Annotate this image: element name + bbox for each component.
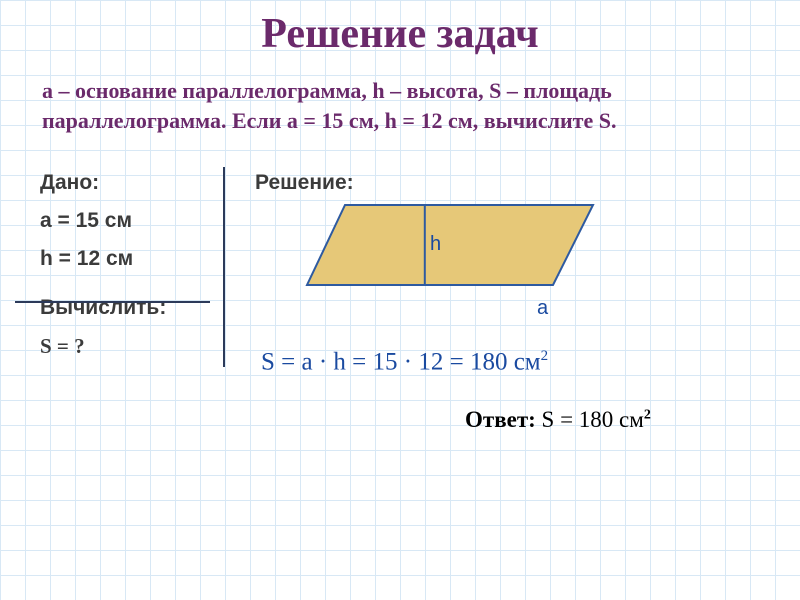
formula-sup: 2 [541, 348, 549, 364]
horizontal-divider [15, 301, 210, 303]
solution-label: Решение: [255, 171, 760, 195]
page-title: Решение задач [40, 10, 760, 58]
formula-text: S = a · h = 15 · 12 = 180 см [261, 349, 541, 376]
given-label: Дано: [40, 171, 210, 195]
given-line-a: a = 15 см [40, 209, 210, 233]
vertical-divider [223, 167, 225, 367]
answer-line: Ответ: S = 180 см2 [465, 407, 760, 433]
slide-content: Решение задач a – основание параллелогра… [0, 0, 800, 600]
main-row: Дано: a = 15 см h = 12 см Вычислить: S =… [40, 171, 760, 432]
given-block: Дано: a = 15 см h = 12 см Вычислить: S =… [40, 171, 225, 373]
height-label: h [430, 233, 441, 256]
calculate-label: Вычислить: [40, 296, 210, 320]
parallelogram-wrap: h [305, 203, 595, 293]
base-label: a [325, 297, 760, 320]
answer-value: S = 180 см [542, 407, 644, 432]
parallelogram-figure: h a [305, 203, 760, 320]
problem-statement: a – основание параллелограмма, h – высот… [40, 76, 760, 135]
solution-block: Решение: h a S = a · h = 15 · 12 = 180 с… [225, 171, 760, 432]
calculate-block: Вычислить: S = ? [40, 296, 210, 359]
parallelogram-svg [305, 203, 595, 289]
calculate-value: S = ? [40, 334, 210, 359]
answer-sup: 2 [644, 407, 651, 422]
given-line-h: h = 12 см [40, 247, 210, 271]
area-formula: S = a · h = 15 · 12 = 180 см2 [261, 348, 760, 376]
answer-label: Ответ: [465, 407, 542, 432]
